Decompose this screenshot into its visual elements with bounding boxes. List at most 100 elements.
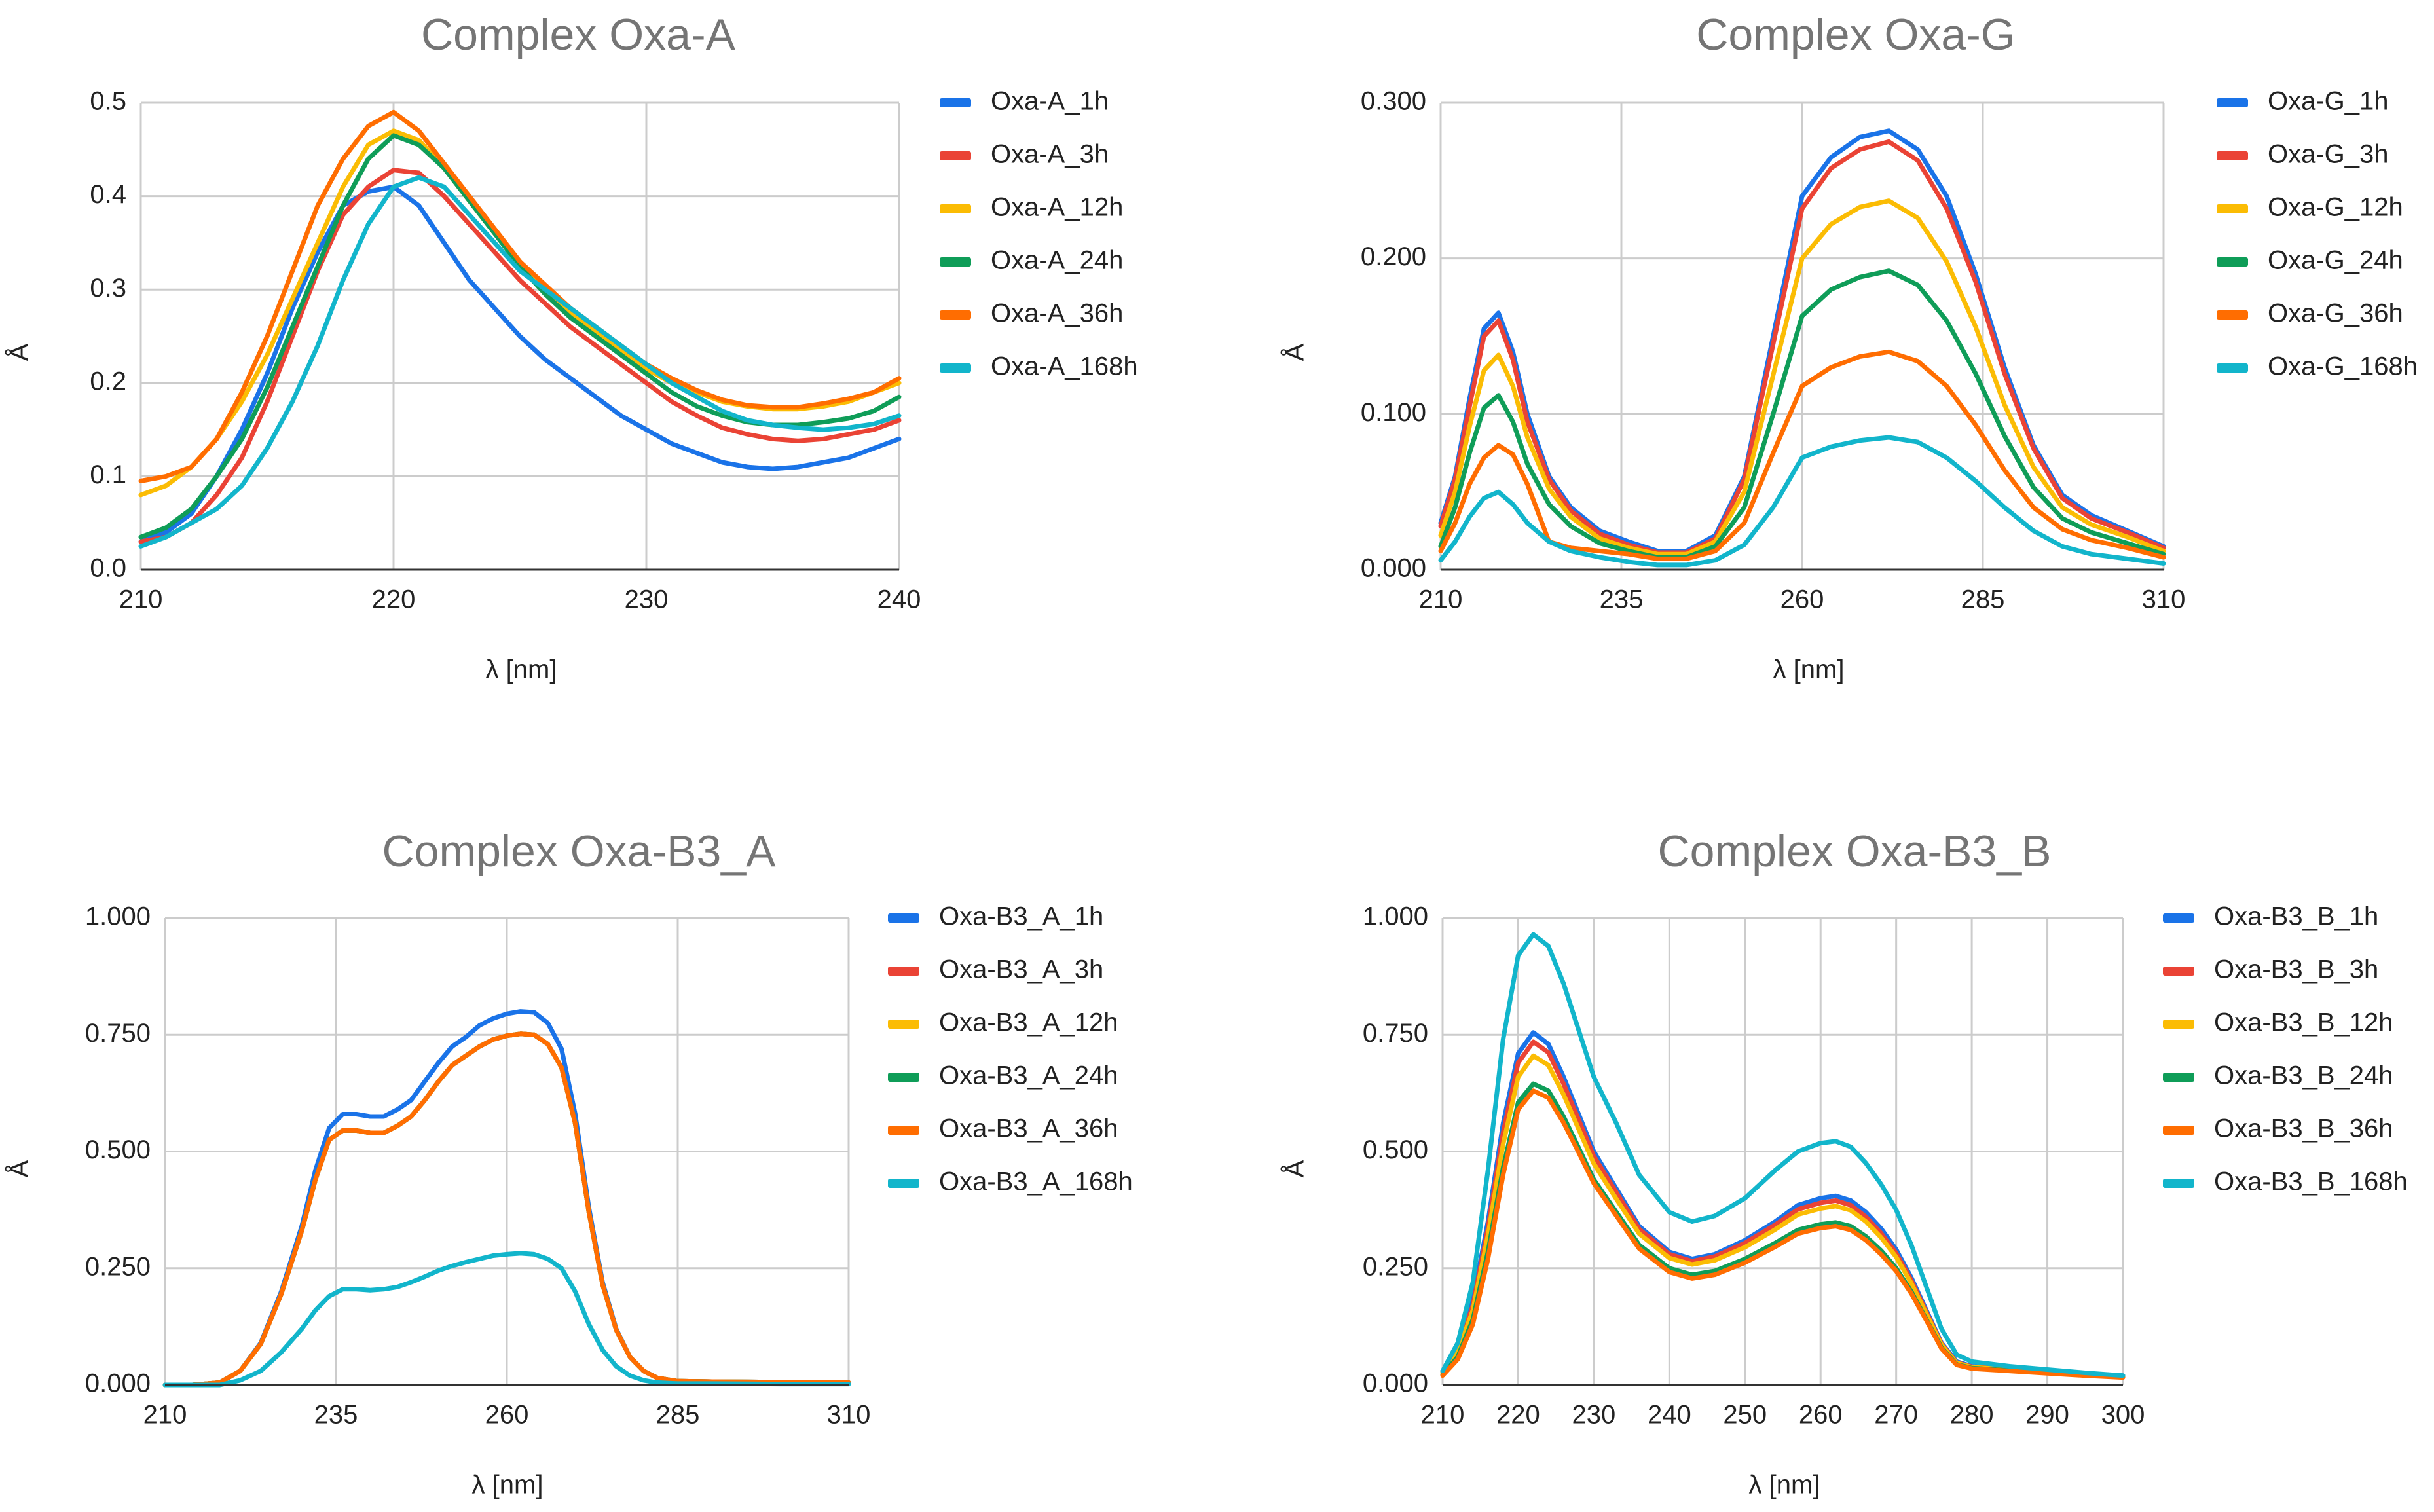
legend-swatch bbox=[888, 967, 919, 976]
y-tick-label: 0.3 bbox=[90, 274, 126, 303]
y-axis-label: Å bbox=[5, 343, 34, 361]
x-tick-label: 300 bbox=[2101, 1401, 2145, 1429]
legend-swatch bbox=[888, 1126, 919, 1135]
legend-swatch bbox=[940, 363, 971, 373]
legend-item: Oxa-B3_A_168h bbox=[888, 1168, 1133, 1196]
x-tick-label: 235 bbox=[314, 1401, 358, 1429]
series-line-oxa-b3-b-168h bbox=[1440, 932, 2126, 1378]
legend-label: Oxa-G_168h bbox=[2268, 352, 2418, 381]
legend-item: Oxa-B3_A_1h bbox=[888, 902, 1103, 931]
x-axis-label: λ [nm] bbox=[1773, 655, 1845, 684]
legend-label: Oxa-B3_B_36h bbox=[2214, 1115, 2393, 1143]
legend-swatch bbox=[888, 913, 919, 923]
legend-swatch bbox=[2217, 363, 2248, 373]
legend-label: Oxa-G_1h bbox=[2268, 87, 2389, 116]
x-axis-label: λ [nm] bbox=[472, 1471, 544, 1500]
series-line-oxa-b3-a-36h bbox=[162, 1031, 851, 1388]
legend-label: Oxa-B3_A_1h bbox=[939, 902, 1103, 931]
legend-swatch bbox=[2163, 1126, 2194, 1135]
x-tick-label: 260 bbox=[1799, 1401, 1843, 1429]
legend-item: Oxa-G_36h bbox=[2217, 299, 2403, 328]
y-tick-label: 0.250 bbox=[1363, 1252, 1428, 1281]
legend-swatch bbox=[2217, 98, 2248, 107]
legend-item: Oxa-G_24h bbox=[2217, 246, 2403, 275]
legend-label: Oxa-B3_A_36h bbox=[939, 1115, 1118, 1143]
x-tick-label: 270 bbox=[1874, 1401, 1918, 1429]
y-tick-label: 0.5 bbox=[90, 87, 126, 116]
legend-swatch bbox=[940, 257, 971, 267]
legend-swatch bbox=[2217, 257, 2248, 267]
legend-swatch bbox=[2163, 1020, 2194, 1029]
legend-swatch bbox=[2163, 1179, 2194, 1188]
y-tick-label: 0.300 bbox=[1361, 87, 1426, 116]
legend-item: Oxa-G_1h bbox=[2217, 87, 2389, 116]
legend-item: Oxa-B3_B_1h bbox=[2163, 902, 2378, 931]
x-tick-label: 260 bbox=[1780, 585, 1824, 614]
legend-label: Oxa-A_1h bbox=[991, 87, 1109, 116]
x-tick-label: 310 bbox=[827, 1401, 871, 1429]
legend-label: Oxa-G_3h bbox=[2268, 140, 2389, 169]
series-line-oxa-a-3h bbox=[138, 168, 902, 544]
series-line-oxa-b3-b-24h bbox=[1440, 1081, 2126, 1380]
y-tick-label: 0.1 bbox=[90, 460, 126, 489]
series-line-oxa-g-12h bbox=[1438, 198, 2166, 557]
legend-item: Oxa-G_3h bbox=[2217, 140, 2389, 169]
y-tick-label: 1.000 bbox=[85, 902, 151, 931]
x-tick-label: 260 bbox=[485, 1401, 529, 1429]
chart-title: Complex Oxa-B3_A bbox=[382, 826, 777, 876]
y-axis-label: Å bbox=[1280, 343, 1310, 361]
legend-swatch bbox=[940, 310, 971, 320]
legend: Oxa-B3_A_1h Oxa-B3_A_3h Oxa-B3_A_12h Oxa-B3… bbox=[888, 902, 1133, 1196]
legend: Oxa-A_1h Oxa-A_3h Oxa-A_12h Oxa-A_24h Oxa-A_… bbox=[940, 87, 1138, 381]
legend-label: Oxa-B3_B_24h bbox=[2214, 1061, 2393, 1090]
y-tick-label: 0.100 bbox=[1361, 398, 1426, 427]
y-tick-label: 0.200 bbox=[1361, 242, 1426, 271]
legend-label: Oxa-G_24h bbox=[2268, 246, 2403, 275]
legend-swatch bbox=[2163, 967, 2194, 976]
y-tick-label: 0.000 bbox=[1363, 1369, 1428, 1398]
x-tick-label: 250 bbox=[1723, 1401, 1767, 1429]
series-line-oxa-b3-b-1h bbox=[1440, 1030, 2126, 1378]
y-axis-label: Å bbox=[5, 1160, 34, 1177]
chart-title: Complex Oxa-G bbox=[1696, 10, 2015, 60]
legend-swatch bbox=[2217, 151, 2248, 160]
chart-panel-oxa-a: Complex Oxa-A 0.0 0.1 0.2 0.3 0.4 0.5 210 220 230… bbox=[5, 10, 1138, 684]
legend-swatch bbox=[940, 98, 971, 107]
legend-swatch bbox=[888, 1020, 919, 1029]
legend-item: Oxa-A_3h bbox=[940, 140, 1109, 169]
x-tick-label: 310 bbox=[2142, 585, 2186, 614]
legend-label: Oxa-A_12h bbox=[991, 193, 1123, 222]
legend-label: Oxa-B3_B_1h bbox=[2214, 902, 2378, 931]
legend-item: Oxa-A_168h bbox=[940, 352, 1138, 381]
series-line-oxa-g-24h bbox=[1438, 268, 2166, 560]
y-tick-label: 0.250 bbox=[85, 1252, 151, 1281]
series-line-oxa-b3-b-36h bbox=[1440, 1088, 2126, 1380]
legend-item: Oxa-A_36h bbox=[940, 299, 1123, 328]
legend-label: Oxa-B3_A_168h bbox=[939, 1168, 1133, 1196]
legend-swatch bbox=[2163, 1073, 2194, 1082]
x-tick-label: 230 bbox=[1572, 1401, 1616, 1429]
chart-panel-oxa-b3-a: Complex Oxa-B3_A 0.000 0.250 0.500 0.750 1.00… bbox=[5, 826, 1133, 1500]
legend-item: Oxa-B3_A_36h bbox=[888, 1115, 1118, 1143]
y-tick-label: 0.4 bbox=[90, 180, 126, 209]
legend-item: Oxa-B3_B_36h bbox=[2163, 1115, 2393, 1143]
x-tick-label: 240 bbox=[877, 585, 921, 614]
x-tick-label: 220 bbox=[1496, 1401, 1540, 1429]
y-tick-label: 0.000 bbox=[85, 1369, 151, 1398]
legend-item: Oxa-B3_A_24h bbox=[888, 1061, 1118, 1090]
legend-swatch bbox=[888, 1179, 919, 1188]
legend-label: Oxa-A_24h bbox=[991, 246, 1123, 275]
y-tick-label: 0.500 bbox=[85, 1135, 151, 1164]
legend-label: Oxa-B3_B_168h bbox=[2214, 1168, 2408, 1196]
legend-label: Oxa-B3_B_12h bbox=[2214, 1008, 2393, 1037]
legend-item: Oxa-G_12h bbox=[2217, 193, 2403, 222]
x-tick-label: 230 bbox=[625, 585, 669, 614]
x-tick-label: 220 bbox=[372, 585, 416, 614]
x-tick-label: 210 bbox=[1419, 585, 1463, 614]
y-tick-label: 1.000 bbox=[1363, 902, 1428, 931]
legend-swatch bbox=[940, 151, 971, 160]
chart-title: Complex Oxa-A bbox=[421, 10, 736, 60]
x-tick-label: 285 bbox=[1961, 585, 2005, 614]
legend-label: Oxa-B3_A_24h bbox=[939, 1061, 1118, 1090]
